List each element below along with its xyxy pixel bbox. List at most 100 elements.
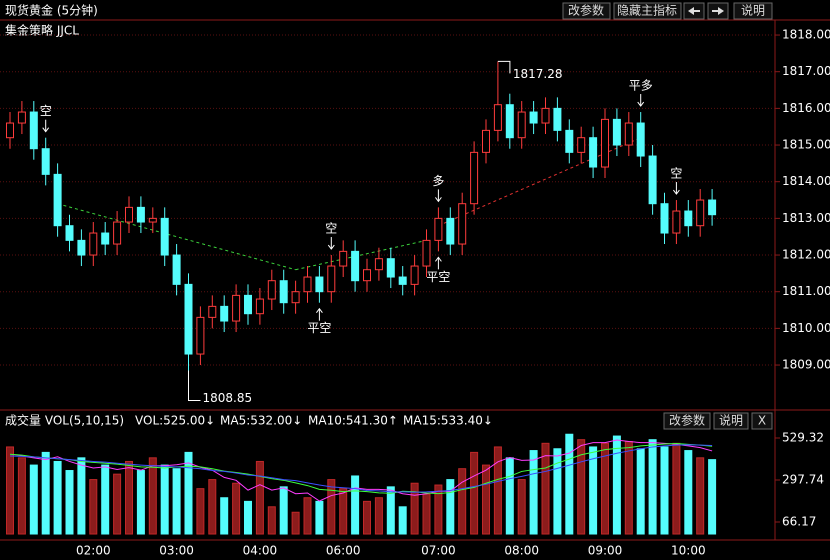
x-tick-label: 07:00 [421,544,456,558]
volume-bar [17,457,26,535]
x-tick-label: 09:00 [588,544,623,558]
y-tick-label: 66.17 [782,515,816,529]
indicator-value: MA5:532.00↓ [220,414,302,428]
volume-bar [529,450,538,535]
x-tick-label: 02:00 [76,544,111,558]
candle-body [684,210,693,227]
candle-body [612,118,621,146]
candle-body [708,199,717,216]
x-tick-label: 03:00 [159,544,194,558]
candle-body [279,280,288,304]
candle-body [101,232,110,245]
volume-bar [196,488,205,535]
volume-bar [505,457,514,535]
volume-bar [291,511,300,535]
volume-bar [624,441,633,535]
button-label[interactable]: X [758,414,766,428]
volume-bar [303,497,312,535]
volume-bar [279,486,288,535]
button[interactable]: 说明 [713,412,749,430]
volume-bar [77,457,86,535]
trend-line [295,239,427,271]
y-tick-label: 1815.00 [782,138,830,152]
ma-line [10,439,713,502]
candle-body [255,298,264,315]
candle-body [624,122,633,146]
high-marker [497,60,511,74]
volume-bar [53,460,62,535]
candle-body [196,316,205,355]
candle-body [601,118,609,168]
window-title: 现货黄金 (5分钟) [5,3,98,18]
volume-bar [517,479,526,535]
trend-line [438,137,641,227]
volume-bar [220,497,229,535]
volume-bar [29,464,38,535]
y-tick-label: 1813.00 [782,211,830,225]
button[interactable]: X [751,412,773,430]
candle-body [65,225,74,241]
arrow-right-button[interactable] [707,2,729,20]
volume-bar [636,448,645,535]
candle-body [386,258,395,278]
y-tick-label: 1817.00 [782,64,830,78]
candle-body [315,276,324,293]
button-label[interactable]: 隐藏主指标 [617,3,677,18]
y-tick-label: 1810.00 [782,321,830,335]
indicator-value: VOL:525.00↓ [135,414,215,428]
candle-body [434,217,443,241]
volume-bar [41,451,50,535]
button-label[interactable]: 改参数 [669,413,705,428]
volume-bar [410,482,419,535]
signal-label: 平空 [426,270,450,284]
volume-bar [184,451,193,535]
signal-label: 平多 [629,79,653,93]
y-tick-label: 1814.00 [782,174,830,188]
candle-body [636,122,645,157]
y-tick-label: 297.74 [782,473,824,487]
volume-bar [255,460,264,535]
button-label[interactable]: 说明 [741,3,765,18]
y-tick-label: 1818.00 [782,28,830,42]
volume-bar [374,497,383,535]
volume-bar [493,446,502,535]
signal-arrowhead [434,256,442,262]
volume-bar [482,464,490,535]
candle-body [184,283,193,355]
signal-label: 平空 [307,321,331,335]
volume-bar [660,446,669,535]
volume-bar [612,435,621,535]
arrow-left-button[interactable] [683,2,705,20]
candle-body [291,291,300,304]
button[interactable]: 改参数 [562,2,611,20]
candle-body [303,276,312,293]
x-tick-label: 06:00 [326,544,361,558]
volume-bar [684,450,693,535]
button-label[interactable]: 改参数 [568,3,604,18]
signal-arrowhead [315,307,323,314]
candle-body [339,250,348,267]
volume-bar [446,479,455,535]
volume-bar [315,500,324,535]
button[interactable]: 隐藏主指标 [613,2,682,20]
candle-body [77,239,86,256]
candle-body [493,104,502,131]
candle-body [398,276,407,285]
volume-bar [386,486,395,535]
candle-body [160,217,169,256]
volume-bar [672,442,681,535]
button-label[interactable]: 说明 [719,413,743,428]
indicator-value: MA15:533.40↓ [403,414,493,428]
x-tick-label: 10:00 [671,544,706,558]
low-label: 1808.85 [203,391,253,405]
signal-arrowhead [434,197,442,203]
candle-body [470,151,479,205]
button[interactable]: 改参数 [663,412,711,430]
candle-body [553,107,562,131]
button[interactable]: 说明 [733,2,773,20]
candle-body [458,203,467,245]
candle-body [220,305,229,322]
candle-body [482,129,490,153]
candle-body [113,221,122,245]
candle-body [529,111,538,124]
